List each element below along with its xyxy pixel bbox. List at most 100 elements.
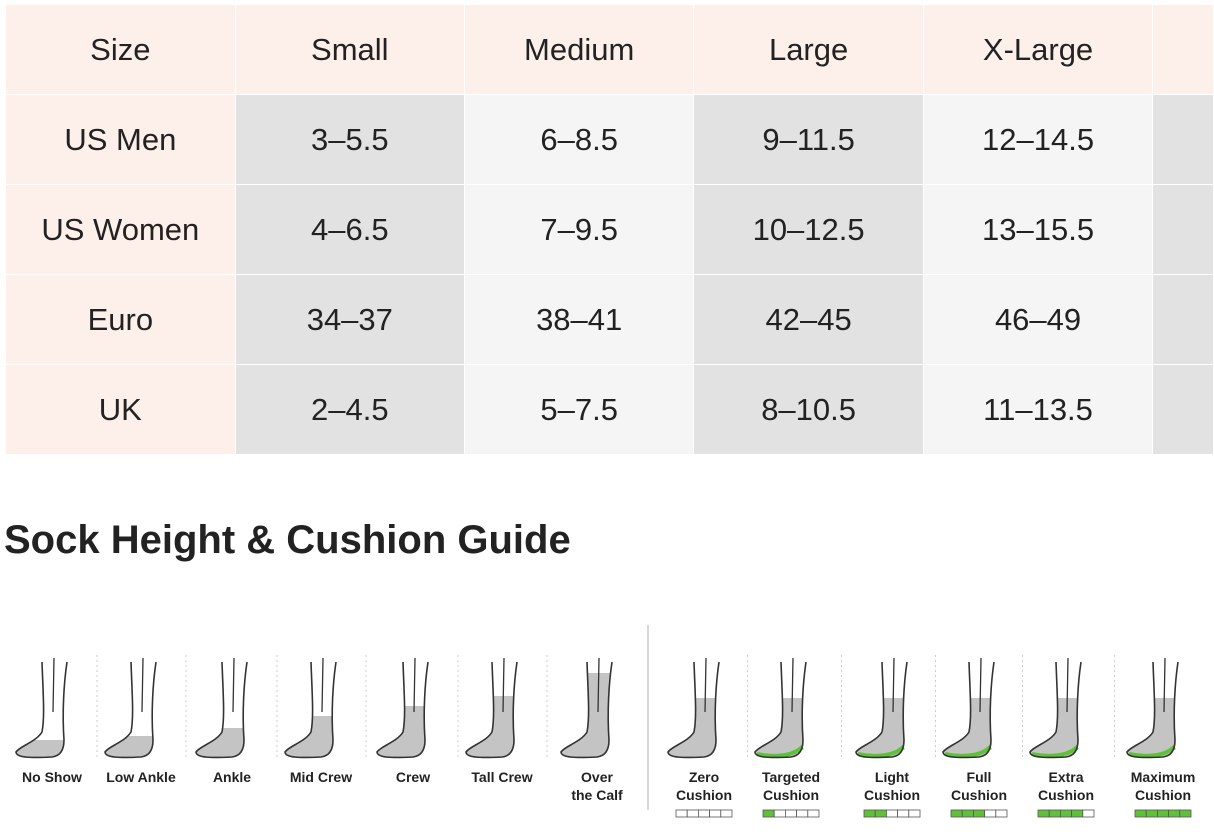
cushion-label: Full: [967, 769, 992, 785]
height-label: Mid Crew: [290, 769, 352, 785]
sock-outline: [1029, 661, 1082, 759]
cushion-bar: [785, 809, 798, 818]
cut-cell: [1153, 95, 1213, 184]
header-cell: Medium: [464, 5, 694, 94]
header-cell: Small: [235, 5, 464, 94]
cell: 6–8.5: [464, 95, 694, 184]
cell: 12–14.5: [923, 95, 1153, 184]
cushion-bar: [1071, 809, 1084, 818]
sock-outline: [667, 661, 720, 759]
leg-line: [52, 657, 55, 713]
cushion-label: Cushion: [676, 787, 732, 803]
sock-outline: [942, 661, 995, 759]
leg-line: [979, 657, 982, 713]
sock-outline: [465, 661, 518, 759]
guide-title: Sock Height & Cushion Guide: [4, 518, 571, 562]
height-label: Over: [581, 769, 613, 785]
sock-fill: [1030, 698, 1078, 758]
sock-fill: [377, 706, 425, 758]
cushion-bar: [1134, 809, 1147, 818]
table-row: US Women 4–6.5 7–9.5 10–12.5 13–15.5: [6, 185, 1213, 274]
leg-line: [502, 657, 505, 713]
cell: 3–5.5: [235, 95, 464, 184]
cushion-bar: [762, 809, 775, 818]
cushion-bar: [698, 809, 711, 818]
cut-cell: [1153, 275, 1213, 364]
cut-cell: [1153, 365, 1213, 454]
sock-outline: [855, 661, 908, 759]
leg-line: [232, 657, 235, 713]
cushion-bar: [863, 809, 876, 818]
sock-fill: [16, 740, 64, 758]
cushion-bar: [886, 809, 899, 818]
cushion-label: Cushion: [1135, 787, 1191, 803]
cushion-label: Extra: [1048, 769, 1083, 785]
cushion-bar: [1145, 809, 1158, 818]
cushion: [1128, 744, 1176, 758]
cushion-bar: [1060, 809, 1073, 818]
cell: UK: [6, 365, 235, 454]
table-row: US Men 3–5.5 6–8.5 9–11.5 12–14.5: [6, 95, 1213, 184]
cushion-label: Cushion: [864, 787, 920, 803]
cushion-label: Targeted: [762, 769, 820, 785]
cushion-bar: [1157, 809, 1170, 818]
header-cell: Size: [6, 5, 235, 94]
sock-fill: [755, 698, 803, 758]
cushion-bar: [973, 809, 986, 818]
cushion-label: Zero: [689, 769, 719, 785]
leg-line: [892, 657, 895, 713]
cell: 4–6.5: [235, 185, 464, 274]
cushion-label: Cushion: [763, 787, 819, 803]
sock-outline: [284, 661, 337, 759]
cushion-bar: [950, 809, 963, 818]
table-row: Size Small Medium Large X-Large: [6, 5, 1213, 94]
cell: 46–49: [923, 275, 1153, 364]
cushion-bar: [908, 809, 921, 818]
cell: 10–12.5: [694, 185, 923, 274]
cell: 13–15.5: [923, 185, 1153, 274]
leg-line: [1163, 657, 1166, 713]
cell: 42–45: [694, 275, 923, 364]
cell: Euro: [6, 275, 235, 364]
cell: US Women: [6, 185, 235, 274]
cut-cell: [1153, 185, 1213, 274]
sock-fill: [561, 673, 611, 758]
sock-outline: [560, 661, 613, 759]
sock-fill: [105, 736, 153, 758]
cushion-label: Maximum: [1131, 769, 1196, 785]
leg-line: [597, 657, 600, 713]
height-label: Ankle: [213, 769, 251, 785]
leg-line: [141, 657, 144, 713]
header-cell: X-Large: [923, 5, 1153, 94]
table-row: Euro 34–37 38–41 42–45 46–49: [6, 275, 1213, 364]
cushion-bar: [686, 809, 699, 818]
cushion-bar: [1048, 809, 1061, 818]
height-label: Tall Crew: [471, 769, 532, 785]
cushion-bar: [1037, 809, 1050, 818]
sock-outline: [104, 661, 157, 759]
sock-outline: [376, 661, 429, 759]
cushion-label: Cushion: [1038, 787, 1094, 803]
leg-line: [1066, 657, 1069, 713]
height-label: Low Ankle: [106, 769, 176, 785]
cushion-bar: [961, 809, 974, 818]
cushion-bar: [1168, 809, 1181, 818]
cushion-bar: [675, 809, 688, 818]
sock-fill: [285, 716, 333, 758]
cushion-bar: [796, 809, 809, 818]
cushion: [857, 744, 905, 758]
cushion-bar: [1082, 809, 1095, 818]
cushion: [1031, 744, 1079, 758]
cushion-bar: [897, 809, 910, 818]
cell: 7–9.5: [464, 185, 694, 274]
leg-line: [413, 657, 416, 713]
cell: US Men: [6, 95, 235, 184]
cushion-bar: [984, 809, 997, 818]
sock-fill: [668, 698, 716, 758]
sock-outline: [15, 661, 68, 759]
sock-outline: [1126, 661, 1179, 759]
cell: 8–10.5: [694, 365, 923, 454]
cell: 34–37: [235, 275, 464, 364]
cushion-label: Cushion: [951, 787, 1007, 803]
cushion-bar: [1179, 809, 1192, 818]
